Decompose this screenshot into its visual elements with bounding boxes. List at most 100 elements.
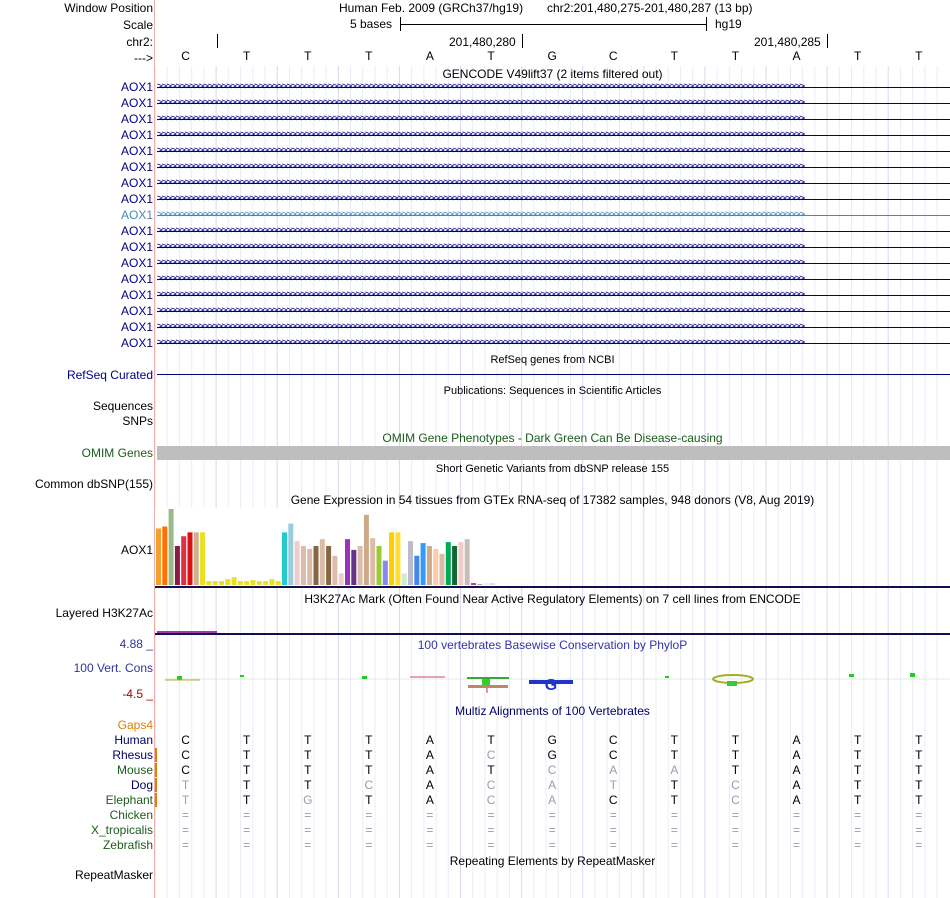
gtex-tissue-bar[interactable] xyxy=(458,542,464,585)
gencode-gene-line[interactable]: >>>>>>>>>>>>>>>>>>>>>>>>>>>>>>>>>>>>>>>>… xyxy=(157,128,950,142)
publications-label-snps[interactable]: SNPs xyxy=(122,414,153,428)
gtex-tissue-bar[interactable] xyxy=(338,573,344,585)
gtex-tissue-bar[interactable] xyxy=(294,541,300,585)
gtex-tissue-bar[interactable] xyxy=(288,523,294,585)
gtex-tissue-bar[interactable] xyxy=(414,555,420,585)
gtex-tissue-bar[interactable] xyxy=(363,514,369,585)
gtex-tissue-bar[interactable] xyxy=(212,581,218,585)
gtex-tissue-bar[interactable] xyxy=(300,546,306,585)
gencode-item-label[interactable]: AOX1 xyxy=(120,128,153,142)
gencode-gene-line[interactable]: >>>>>>>>>>>>>>>>>>>>>>>>>>>>>>>>>>>>>>>>… xyxy=(157,96,950,110)
gencode-gene-line[interactable]: >>>>>>>>>>>>>>>>>>>>>>>>>>>>>>>>>>>>>>>>… xyxy=(157,208,950,222)
gtex-tissue-bar[interactable] xyxy=(206,581,212,585)
gtex-tissue-bar[interactable] xyxy=(231,577,237,585)
gencode-item-label[interactable]: AOX1 xyxy=(120,224,153,238)
gencode-gene-line[interactable]: >>>>>>>>>>>>>>>>>>>>>>>>>>>>>>>>>>>>>>>>… xyxy=(157,144,950,158)
publications-label-sequences[interactable]: Sequences xyxy=(92,399,153,413)
gencode-gene-line[interactable]: >>>>>>>>>>>>>>>>>>>>>>>>>>>>>>>>>>>>>>>>… xyxy=(157,320,950,334)
gtex-tissue-bar[interactable] xyxy=(244,581,250,585)
gtex-tissue-bar[interactable] xyxy=(282,532,287,585)
gtex-tissue-bar[interactable] xyxy=(426,546,432,585)
gtex-tissue-bar[interactable] xyxy=(420,543,426,585)
gtex-tissue-bar[interactable] xyxy=(193,532,199,585)
gtex-tissue-bar[interactable] xyxy=(483,583,489,585)
gtex-tissue-bar[interactable] xyxy=(237,581,243,585)
gtex-tissue-bar[interactable] xyxy=(471,583,476,585)
gtex-tissue-bar[interactable] xyxy=(263,581,269,585)
gencode-gene-line[interactable]: >>>>>>>>>>>>>>>>>>>>>>>>>>>>>>>>>>>>>>>>… xyxy=(157,256,950,270)
multiz-species-label[interactable]: X_tropicalis xyxy=(90,823,153,837)
gencode-item-label[interactable]: AOX1 xyxy=(120,320,153,334)
gencode-gene-line[interactable]: >>>>>>>>>>>>>>>>>>>>>>>>>>>>>>>>>>>>>>>>… xyxy=(157,336,950,350)
multiz-species-label[interactable]: Elephant xyxy=(105,793,153,807)
gtex-tissue-bar[interactable] xyxy=(408,541,413,585)
gtex-tissue-bar[interactable] xyxy=(370,538,376,585)
gtex-tissue-bar[interactable] xyxy=(168,508,174,585)
gtex-tissue-bar[interactable] xyxy=(382,560,388,585)
gtex-tissue-bar[interactable] xyxy=(401,573,407,585)
refseq-label[interactable]: RefSeq Curated xyxy=(66,368,153,382)
gencode-gene-line[interactable]: >>>>>>>>>>>>>>>>>>>>>>>>>>>>>>>>>>>>>>>>… xyxy=(157,304,950,318)
gencode-item-label[interactable]: AOX1 xyxy=(120,256,153,270)
gencode-item-label[interactable]: AOX1 xyxy=(120,96,153,110)
multiz-species-label[interactable]: Mouse xyxy=(116,763,153,777)
gtex-tissue-bar[interactable] xyxy=(256,581,262,585)
gtex-tissue-bar[interactable] xyxy=(307,548,313,585)
gtex-tissue-bar[interactable] xyxy=(162,526,168,586)
phylop-track[interactable]: T G xyxy=(155,655,950,705)
gtex-tissue-bar[interactable] xyxy=(269,579,275,585)
gencode-item-label[interactable]: AOX1 xyxy=(120,144,153,158)
gencode-gene-line[interactable]: >>>>>>>>>>>>>>>>>>>>>>>>>>>>>>>>>>>>>>>>… xyxy=(157,176,950,190)
gencode-item-label[interactable]: AOX1 xyxy=(120,112,153,126)
gtex-tissue-bar[interactable] xyxy=(219,581,224,585)
multiz-species-label[interactable]: Chicken xyxy=(109,808,153,822)
gtex-tissue-bar[interactable] xyxy=(376,546,382,585)
gtex-tissue-bar[interactable] xyxy=(452,546,458,585)
phylop-label[interactable]: 100 Vert. Cons xyxy=(73,661,153,675)
gtex-tissue-bar[interactable] xyxy=(332,555,338,585)
gencode-item-label[interactable]: AOX1 xyxy=(120,176,153,190)
multiz-species-label[interactable]: Zebrafish xyxy=(102,838,153,852)
gtex-tissue-bar[interactable] xyxy=(187,532,193,585)
gencode-item-label[interactable]: AOX1 xyxy=(120,288,153,302)
gtex-tissue-bar[interactable] xyxy=(313,546,319,585)
gencode-item-label[interactable]: AOX1 xyxy=(120,272,153,286)
gencode-item-label[interactable]: AOX1 xyxy=(120,240,153,254)
gtex-tissue-bar[interactable] xyxy=(489,583,495,585)
multiz-species-label[interactable]: Rhesus xyxy=(112,748,153,762)
gencode-item-label[interactable]: AOX1 xyxy=(120,336,153,350)
multiz-species-label[interactable]: Human xyxy=(114,733,153,747)
gtex-tissue-bar[interactable] xyxy=(326,546,332,585)
dbsnp-label[interactable]: Common dbSNP(155) xyxy=(34,477,153,491)
gtex-tissue-bar[interactable] xyxy=(395,532,401,585)
gtex-tissue-bar[interactable] xyxy=(433,548,439,585)
gtex-tissue-bar[interactable] xyxy=(357,546,363,585)
gtex-tissue-bar[interactable] xyxy=(351,549,357,585)
gencode-gene-line[interactable]: >>>>>>>>>>>>>>>>>>>>>>>>>>>>>>>>>>>>>>>>… xyxy=(157,240,950,254)
gencode-gene-line[interactable]: >>>>>>>>>>>>>>>>>>>>>>>>>>>>>>>>>>>>>>>>… xyxy=(157,80,950,94)
gtex-tissue-bar[interactable] xyxy=(445,542,451,585)
gencode-gene-line[interactable]: >>>>>>>>>>>>>>>>>>>>>>>>>>>>>>>>>>>>>>>>… xyxy=(157,160,950,174)
gencode-gene-line[interactable]: >>>>>>>>>>>>>>>>>>>>>>>>>>>>>>>>>>>>>>>>… xyxy=(157,272,950,286)
repeatmasker-label[interactable]: RepeatMasker xyxy=(74,868,153,882)
omim-gene-bar[interactable] xyxy=(157,446,950,460)
gtex-tissue-bar[interactable] xyxy=(345,539,350,585)
gtex-tissue-bar[interactable] xyxy=(156,528,161,585)
gencode-item-label[interactable]: AOX1 xyxy=(120,160,153,174)
gencode-item-label[interactable]: AOX1 xyxy=(120,304,153,318)
multiz-species-label[interactable]: Dog xyxy=(130,778,153,792)
gencode-item-label[interactable]: AOX1 xyxy=(120,208,153,222)
gtex-tissue-bar[interactable] xyxy=(174,546,180,585)
gtex-bar-chart[interactable] xyxy=(155,507,535,587)
refseq-gene-line[interactable] xyxy=(157,374,950,375)
gtex-tissue-bar[interactable] xyxy=(181,536,187,585)
gtex-tissue-bar[interactable] xyxy=(275,581,281,585)
gtex-tissue-bar[interactable] xyxy=(250,580,256,585)
gencode-item-label[interactable]: AOX1 xyxy=(120,192,153,206)
gencode-gene-line[interactable]: >>>>>>>>>>>>>>>>>>>>>>>>>>>>>>>>>>>>>>>>… xyxy=(157,224,950,238)
gencode-gene-line[interactable]: >>>>>>>>>>>>>>>>>>>>>>>>>>>>>>>>>>>>>>>>… xyxy=(157,288,950,302)
gtex-tissue-bar[interactable] xyxy=(389,532,395,585)
gaps-label[interactable]: Gaps4 xyxy=(117,718,153,732)
gencode-item-label[interactable]: AOX1 xyxy=(120,80,153,94)
